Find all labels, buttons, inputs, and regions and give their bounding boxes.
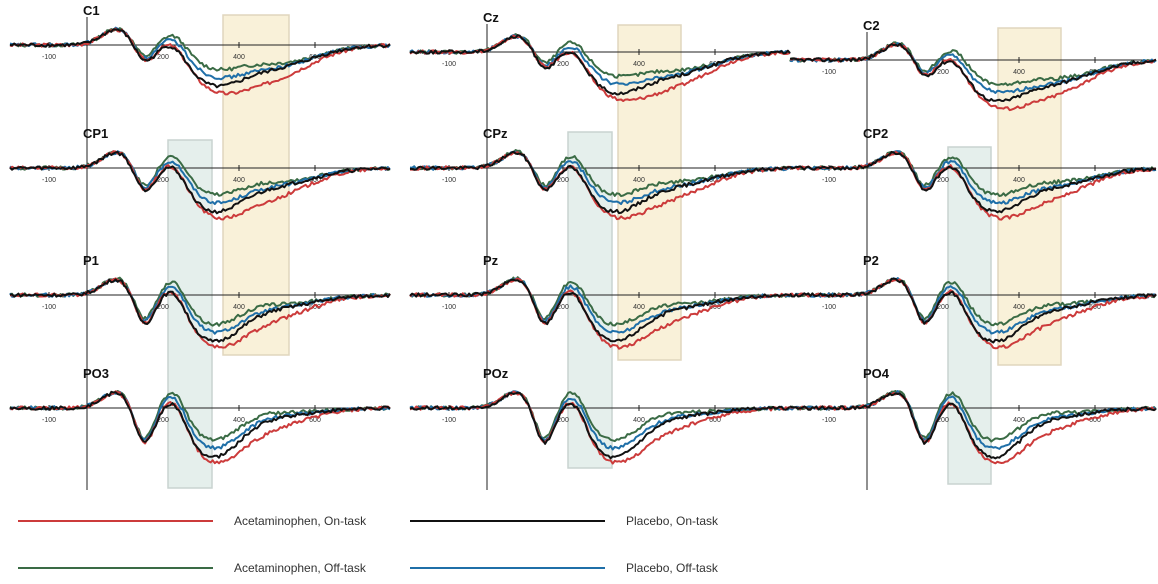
series-line-placebo-off-task [9, 150, 391, 206]
x-tick-label: 200 [557, 61, 569, 68]
series-line-placebo-on-task [409, 391, 791, 460]
series-line-placebo-on-task [409, 278, 791, 343]
x-tick-label: 600 [709, 417, 721, 424]
series-line-placebo-on-task [409, 34, 791, 96]
x-tick-label: -100 [442, 61, 456, 68]
series-line-acetaminophen-off-task [409, 33, 791, 79]
x-tick-label: 600 [309, 177, 321, 184]
x-tick-label: 400 [1013, 177, 1025, 184]
x-tick-label: 400 [1013, 417, 1025, 424]
series-line-placebo-off-task [789, 150, 1157, 205]
series-line-placebo-on-task [9, 278, 391, 343]
x-tick-label: -100 [42, 54, 56, 61]
panel-label: Pz [483, 253, 499, 268]
series-line-acetaminophen-off-task [9, 27, 391, 72]
x-tick-label: -100 [822, 304, 836, 311]
x-tick-label: 200 [157, 54, 169, 61]
panel-label: Cz [483, 10, 499, 25]
series-line-placebo-on-task [9, 28, 391, 89]
x-tick-label: 600 [709, 177, 721, 184]
series-line-placebo-off-task [9, 278, 391, 335]
x-tick-label: -100 [42, 177, 56, 184]
x-tick-label: 400 [233, 54, 245, 61]
x-tick-label: 200 [937, 304, 949, 311]
x-tick-label: 600 [309, 417, 321, 424]
panel-label: P2 [863, 253, 879, 268]
legend-label-placebo-off-task: Placebo, Off-task [626, 561, 718, 575]
x-tick-label: 400 [633, 61, 645, 68]
x-tick-label: -100 [822, 69, 836, 76]
series-line-placebo-on-task [789, 277, 1157, 344]
panel-label: C1 [83, 3, 100, 18]
x-tick-label: 200 [157, 177, 169, 184]
x-tick-label: 400 [233, 304, 245, 311]
x-tick-label: -100 [442, 417, 456, 424]
series-line-placebo-on-task [789, 392, 1157, 460]
x-tick-label: 400 [633, 177, 645, 184]
x-tick-label: 200 [557, 304, 569, 311]
erp-chart: -100 200 400 600 C1 -100 200 400 600 Cz -100 200 400… [9, 3, 1157, 490]
x-tick-label: 600 [709, 304, 721, 311]
legend-swatch-acetaminophen-off-task [18, 567, 213, 569]
panel-label: P1 [83, 253, 99, 268]
series-line-placebo-on-task [789, 150, 1157, 214]
x-tick-label: -100 [42, 304, 56, 311]
x-tick-label: -100 [822, 177, 836, 184]
legend-label-acetaminophen-on-task: Acetaminophen, On-task [234, 514, 367, 528]
x-tick-label: -100 [442, 177, 456, 184]
panel-label: C2 [863, 18, 880, 33]
series-line-placebo-off-task [409, 150, 791, 205]
x-tick-label: 400 [1013, 304, 1025, 311]
series-line-placebo-on-task [410, 150, 791, 215]
x-tick-label: 400 [233, 417, 245, 424]
x-tick-label: -100 [822, 417, 836, 424]
series-line-placebo-on-task [9, 390, 391, 459]
series-line-placebo-off-task [789, 277, 1157, 335]
x-tick-label: 600 [1089, 417, 1101, 424]
series-line-acetaminophen-on-task [409, 34, 791, 102]
early-window-band [947, 146, 992, 485]
x-tick-label: 200 [157, 417, 169, 424]
x-tick-label: 600 [309, 304, 321, 311]
panel-label: CP2 [863, 126, 888, 141]
x-tick-label: 400 [233, 177, 245, 184]
panel-label: PO4 [863, 366, 890, 381]
legend-label-placebo-on-task: Placebo, On-task [626, 514, 719, 528]
panel-label: CP1 [83, 126, 108, 141]
x-tick-label: -100 [442, 304, 456, 311]
x-tick-label: 200 [937, 417, 949, 424]
x-tick-label: 200 [557, 417, 569, 424]
x-tick-label: 200 [937, 177, 949, 184]
panel-label: POz [483, 366, 509, 381]
legend-swatch-placebo-on-task [410, 520, 605, 522]
series-line-placebo-off-task [409, 34, 791, 86]
panel-label: CPz [483, 126, 508, 141]
x-tick-label: 600 [1089, 304, 1101, 311]
legend-label-acetaminophen-off-task: Acetaminophen, Off-task [234, 561, 366, 575]
x-tick-label: 400 [1013, 69, 1025, 76]
series-line-acetaminophen-on-task [789, 42, 1157, 112]
x-tick-label: 400 [633, 304, 645, 311]
series-line-placebo-off-task [409, 390, 791, 451]
legend-swatch-placebo-off-task [410, 567, 605, 569]
x-tick-label: 200 [557, 177, 569, 184]
x-tick-label: 200 [157, 304, 169, 311]
x-tick-label: 400 [633, 417, 645, 424]
series-line-placebo-on-task [9, 150, 391, 215]
early-window-band [567, 131, 613, 469]
series-line-placebo-off-task [409, 277, 791, 334]
x-tick-label: -100 [42, 417, 56, 424]
series-line-placebo-on-task [789, 42, 1157, 102]
series-line-placebo-off-task [9, 26, 391, 81]
x-tick-label: 200 [937, 69, 949, 76]
legend-swatch-acetaminophen-on-task [18, 520, 213, 522]
panel-label: PO3 [83, 366, 109, 381]
